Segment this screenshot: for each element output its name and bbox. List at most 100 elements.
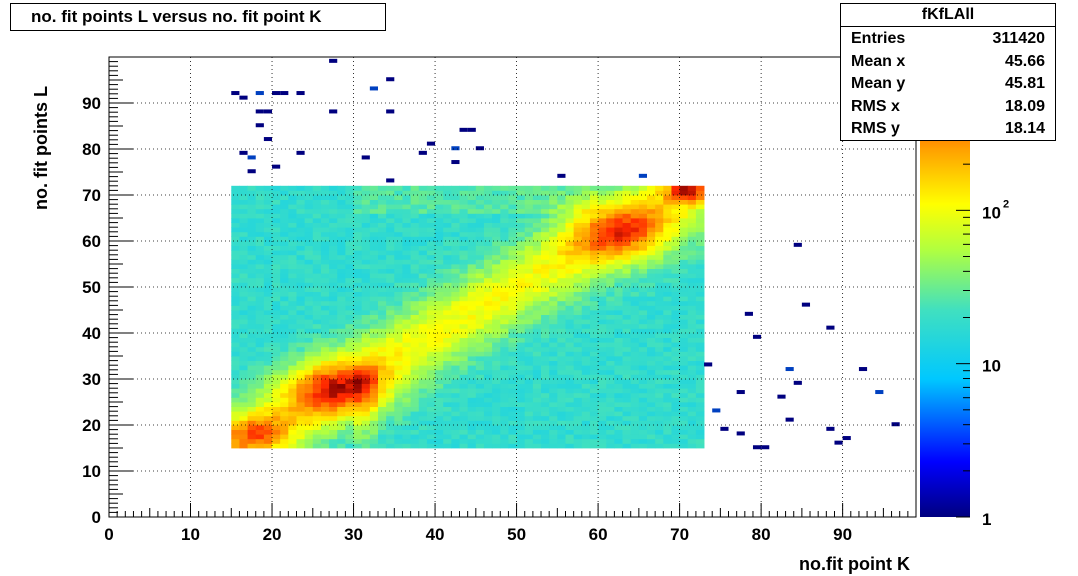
heatmap-cell xyxy=(337,392,346,398)
heatmap-cell xyxy=(426,268,436,274)
heatmap-cell xyxy=(239,199,248,205)
heatmap-cell xyxy=(565,434,575,440)
heatmap-cell xyxy=(263,438,273,444)
y-tick-label: 90 xyxy=(82,94,101,113)
heatmap-cell xyxy=(272,328,281,334)
heatmap-cell xyxy=(679,402,689,407)
heatmap-cell xyxy=(679,406,689,412)
heatmap-cell xyxy=(263,379,273,384)
heatmap-cell xyxy=(606,333,615,338)
heatmap-cell xyxy=(508,241,517,246)
heatmap-cell xyxy=(541,250,550,256)
heatmap-cell xyxy=(475,218,485,223)
heatmap-cell xyxy=(353,204,363,210)
heatmap-cell xyxy=(280,254,289,260)
heatmap-cell xyxy=(402,300,411,306)
heatmap-cell xyxy=(647,314,656,320)
heatmap-cell xyxy=(451,296,460,302)
heatmap-cell xyxy=(329,429,338,435)
heatmap-cell xyxy=(369,268,379,274)
heatmap-cell xyxy=(573,397,583,403)
heatmap-cell xyxy=(329,273,338,279)
heatmap-cell xyxy=(557,351,566,357)
heatmap-cell xyxy=(541,195,550,200)
heatmap-cell xyxy=(418,282,428,288)
heatmap-cell xyxy=(329,254,338,260)
heatmap-cell xyxy=(394,443,403,449)
heatmap-cell xyxy=(280,250,289,256)
heatmap-cell xyxy=(426,369,436,375)
heatmap-cell xyxy=(508,300,517,306)
heatmap-cell xyxy=(500,351,509,357)
heatmap-cell xyxy=(581,213,591,219)
heatmap-cell xyxy=(459,300,469,306)
heatmap-cell xyxy=(272,365,281,371)
heatmap-cell xyxy=(573,305,583,311)
heatmap-cell xyxy=(280,264,289,269)
heatmap-cell xyxy=(557,277,566,283)
heatmap-cell xyxy=(304,231,314,237)
heatmap-cell xyxy=(614,231,623,237)
heatmap-cell xyxy=(565,300,575,306)
heatmap-cell xyxy=(508,342,517,348)
heatmap-cell xyxy=(606,319,615,325)
heatmap-cell xyxy=(239,218,248,223)
heatmap-cell xyxy=(280,291,289,297)
heatmap-cell xyxy=(598,429,607,435)
heatmap-cell xyxy=(386,351,395,357)
heatmap-cell xyxy=(361,204,371,210)
heatmap-cell xyxy=(459,245,469,251)
heatmap-cell xyxy=(443,231,452,237)
heatmap-cell xyxy=(426,204,436,210)
heatmap-cell xyxy=(353,342,363,348)
heatmap-cell xyxy=(647,397,656,403)
heatmap-cell xyxy=(565,392,575,398)
heatmap-cell xyxy=(386,415,395,421)
heatmap-cell xyxy=(549,199,558,205)
heatmap-cell xyxy=(557,199,566,205)
heatmap-cell xyxy=(630,420,640,426)
heatmap-cell xyxy=(581,218,591,223)
stats-value: 45.66 xyxy=(1004,52,1045,70)
heatmap-cell xyxy=(516,425,526,430)
heatmap-cell xyxy=(337,342,346,348)
heatmap-cell xyxy=(329,337,338,343)
heatmap-cell xyxy=(361,245,371,251)
heatmap-cell xyxy=(638,250,648,256)
heatmap-cell xyxy=(630,443,640,449)
heatmap-cell xyxy=(557,346,566,352)
sparse-point xyxy=(329,109,338,114)
heatmap-cell xyxy=(361,402,371,407)
heatmap-cell xyxy=(386,429,395,435)
sparse-point xyxy=(467,127,476,132)
heatmap-cell xyxy=(329,218,338,223)
heatmap-cell xyxy=(263,282,273,288)
heatmap-cell xyxy=(239,254,248,260)
heatmap-cell xyxy=(589,319,599,325)
heatmap-cell xyxy=(508,204,517,210)
heatmap-cell xyxy=(606,190,615,196)
heatmap-cell xyxy=(435,397,444,403)
heatmap-cell xyxy=(288,300,297,306)
heatmap-cell xyxy=(589,287,599,292)
heatmap-cell xyxy=(378,397,387,403)
heatmap-cell xyxy=(280,222,289,228)
heatmap-cell xyxy=(386,250,395,256)
heatmap-cell xyxy=(272,208,281,214)
heatmap-cell xyxy=(598,259,607,265)
heatmap-cell xyxy=(426,185,436,191)
heatmap-cell xyxy=(329,346,338,352)
heatmap-cell xyxy=(614,264,623,269)
heatmap-cell xyxy=(361,397,371,403)
heatmap-cell xyxy=(410,195,420,200)
heatmap-cell xyxy=(280,236,289,242)
heatmap-cell xyxy=(483,199,493,205)
heatmap-cell xyxy=(679,443,689,449)
heatmap-cell xyxy=(288,208,297,214)
heatmap-cell xyxy=(655,273,664,279)
heatmap-cell xyxy=(435,241,444,246)
heatmap-cell xyxy=(369,273,379,279)
heatmap-cell xyxy=(369,254,379,260)
heatmap-cell xyxy=(304,328,314,334)
heatmap-cell xyxy=(516,222,526,228)
